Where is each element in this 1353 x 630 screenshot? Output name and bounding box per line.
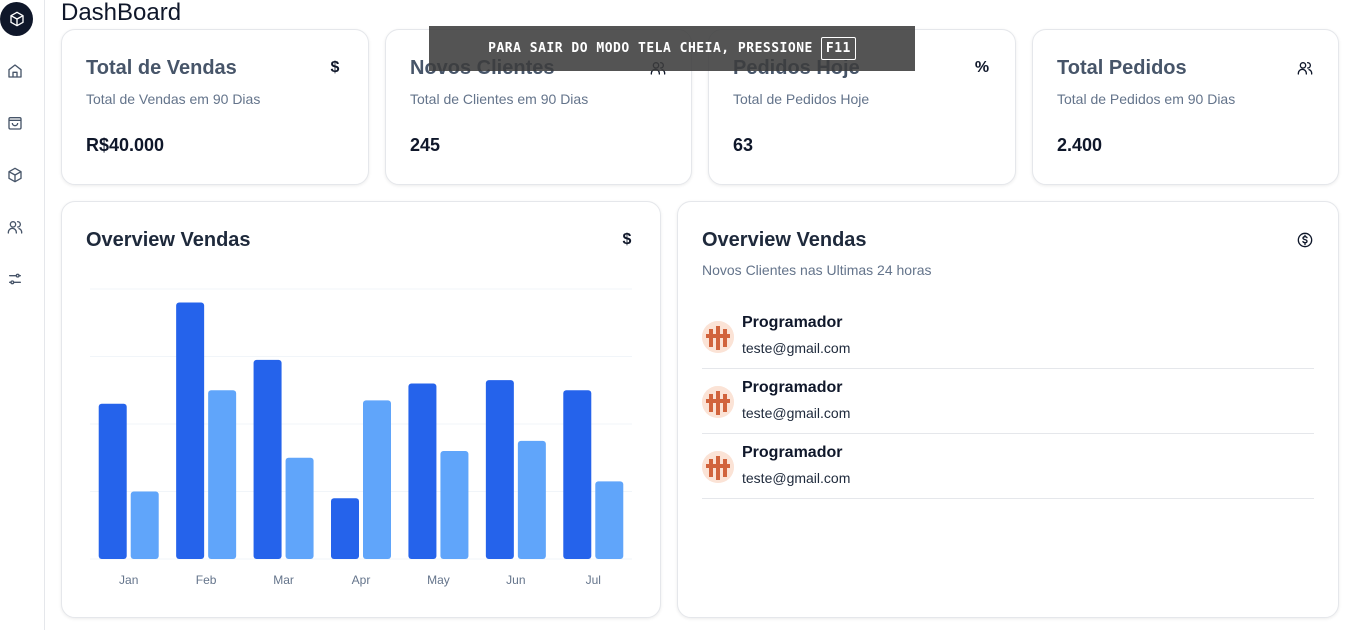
stat-subtitle: Total de Clientes em 90 Dias [410, 91, 589, 107]
chart-bar-mar-series-2 [285, 457, 314, 559]
avatar [702, 451, 734, 483]
chart-bar-feb-series-2 [208, 390, 237, 559]
stat-value: 63 [733, 135, 754, 155]
overview-clients-card: Overview Vendas Novos Clientes nas Ultim… [677, 201, 1339, 618]
overview-clients-title: Overview Vendas [702, 229, 867, 251]
chart-bar-apr-series-1 [331, 498, 359, 559]
list-item[interactable]: Programador teste@gmail.com [702, 304, 1314, 369]
stat-title: Total de Vendas [86, 57, 237, 79]
stat-title: Total Pedidos [1057, 57, 1187, 79]
stat-subtitle: Total de Pedidos em 90 Dias [1057, 91, 1236, 107]
users-icon [1296, 59, 1314, 77]
toast-key: F11 [820, 37, 856, 60]
list-item[interactable]: Programador teste@gmail.com [702, 434, 1314, 499]
client-name: Programador [742, 379, 843, 396]
chart-x-tick-label: Jun [506, 573, 525, 587]
client-email: teste@gmail.com [742, 405, 851, 421]
client-name: Programador [742, 444, 843, 461]
page-title: DashBoard [61, 0, 182, 26]
sidebar [0, 0, 45, 630]
stat-card-total-vendas: Total de Vendas $ Total de Vendas em 90 … [61, 29, 369, 185]
client-email: teste@gmail.com [742, 340, 851, 356]
overview-chart-card: Overview Vendas $ Jan Feb Mar Apr May Jun Jul [61, 201, 661, 618]
chart-bar-mar-series-1 [253, 359, 282, 559]
overview-chart-title: Overview Vendas [86, 229, 251, 251]
list-item[interactable]: Programador teste@gmail.com [702, 369, 1314, 434]
client-name: Programador [742, 314, 843, 331]
sales-bar-chart: Jan Feb Mar Apr May Jun Jul [90, 288, 632, 587]
users-icon[interactable] [6, 218, 24, 236]
chart-x-tick-label: Jul [586, 573, 601, 587]
home-icon[interactable] [6, 62, 24, 80]
shopping-bag-icon[interactable] [6, 114, 24, 132]
toast-text: PARA SAIR DO MODO TELA CHEIA, PRESSIONE [488, 41, 813, 56]
chart-bar-jan-series-2 [130, 491, 159, 559]
overview-clients-subtitle: Novos Clientes nas Ultimas 24 horas [702, 262, 932, 278]
chart-bar-apr-series-2 [363, 400, 391, 559]
chart-bar-jun-series-1 [485, 380, 514, 559]
stat-value: 245 [410, 135, 441, 155]
avatar [702, 321, 734, 353]
chart-bar-jul-series-1 [563, 390, 592, 559]
stat-subtitle: Total de Vendas em 90 Dias [86, 91, 261, 107]
chart-bar-may-series-2 [440, 451, 469, 559]
chart-bar-feb-series-1 [176, 302, 205, 559]
chart-x-tick-label: Apr [352, 573, 371, 587]
chart-bar-jul-series-2 [595, 481, 624, 559]
stat-value: R$40.000 [86, 135, 165, 155]
dollar-icon: $ [622, 231, 632, 248]
fullscreen-exit-toast: PARA SAIR DO MODO TELA CHEIA, PRESSIONE … [429, 26, 915, 71]
chart-x-tick-label: Feb [196, 573, 217, 587]
chart-x-tick-label: Jan [119, 573, 138, 587]
stat-value: 2.400 [1057, 135, 1103, 155]
logo-package-icon[interactable] [0, 2, 33, 36]
avatar [702, 386, 734, 418]
client-email: teste@gmail.com [742, 470, 851, 486]
chart-x-tick-label: May [427, 573, 450, 587]
dollar-circle-icon [1296, 231, 1314, 249]
chart-x-tick-label: Mar [273, 573, 294, 587]
stat-card-total-pedidos: Total Pedidos Total de Pedidos em 90 Dia… [1032, 29, 1339, 185]
settings-sliders-icon[interactable] [6, 270, 24, 288]
chart-bar-jun-series-2 [517, 440, 546, 559]
percent-icon: % [974, 59, 990, 76]
stat-subtitle: Total de Pedidos Hoje [733, 91, 870, 107]
chart-bar-jan-series-1 [98, 403, 127, 559]
package-icon[interactable] [6, 166, 24, 184]
dollar-icon: $ [330, 59, 340, 76]
chart-bar-may-series-1 [408, 383, 437, 559]
